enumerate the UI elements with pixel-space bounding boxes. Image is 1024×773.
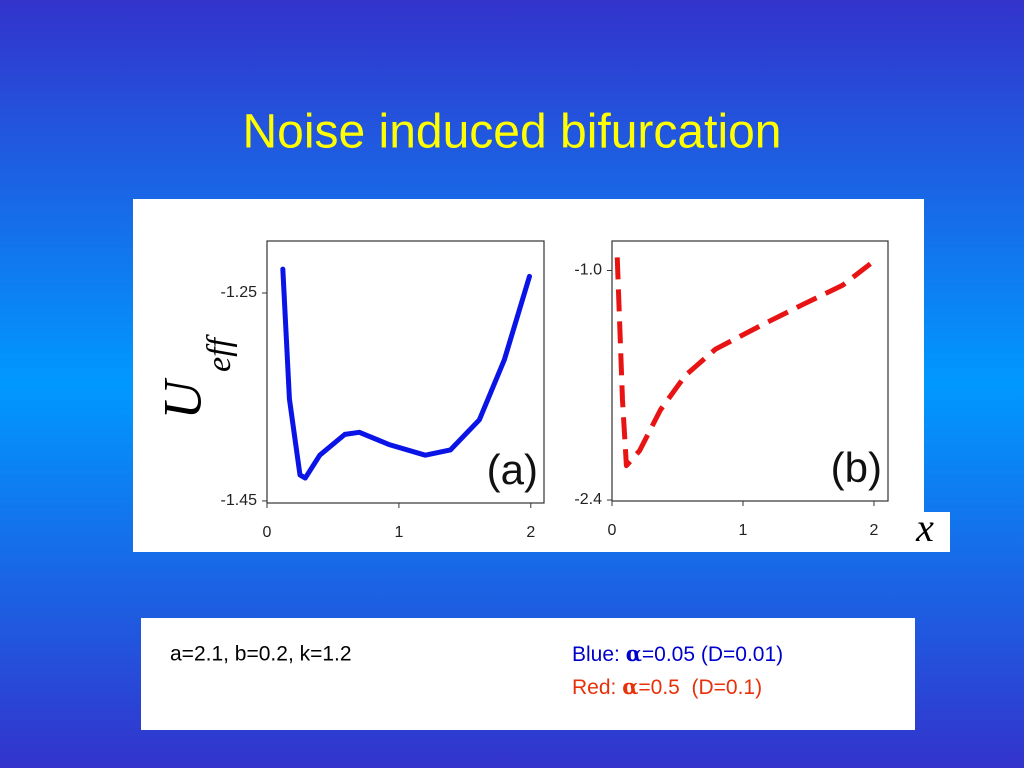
params-text: a=2.1, b=0.2, k=1.2 [170,643,352,666]
params-box [141,618,915,730]
x-label-box [900,512,950,552]
x-tick-label: 0 [263,524,272,541]
blue-legend: Blue: α=0.05 (D=0.01) [572,641,783,666]
x-tick-label: 2 [526,524,535,541]
plot-frame [611,240,889,502]
y-tick-label: -1.45 [221,492,258,509]
x-axis-label: x [915,505,934,550]
red-legend: Red: α=0.5 (D=0.1) [572,674,762,699]
panel-label: (b) [831,444,882,491]
plot-frame [266,240,545,504]
slide-title: Noise induced bifurcation [243,106,782,159]
panel-label: (a) [487,446,538,493]
figure-panel [133,199,924,552]
legend-name: Red: [572,676,622,699]
x-tick-label: 1 [739,522,748,539]
legend-name: Blue: [572,643,626,666]
y-axis-label: U [152,378,212,420]
x-tick-label: 1 [394,524,403,541]
x-tick-label: 0 [608,522,617,539]
data-line [614,257,879,469]
legend-rest: =0.05 (D=0.01) [642,643,783,666]
legend-symbol: α [622,674,638,699]
y-tick-label: -2.4 [574,491,602,508]
x-tick-label: 2 [870,522,879,539]
legend-symbol: α [626,641,642,666]
y-tick-label: -1.0 [574,262,602,279]
y-axis-label-sub: eff [201,333,238,372]
y-tick-label: -1.25 [221,284,258,301]
legend-rest: =0.5 (D=0.1) [638,676,762,699]
data-line [280,266,532,481]
